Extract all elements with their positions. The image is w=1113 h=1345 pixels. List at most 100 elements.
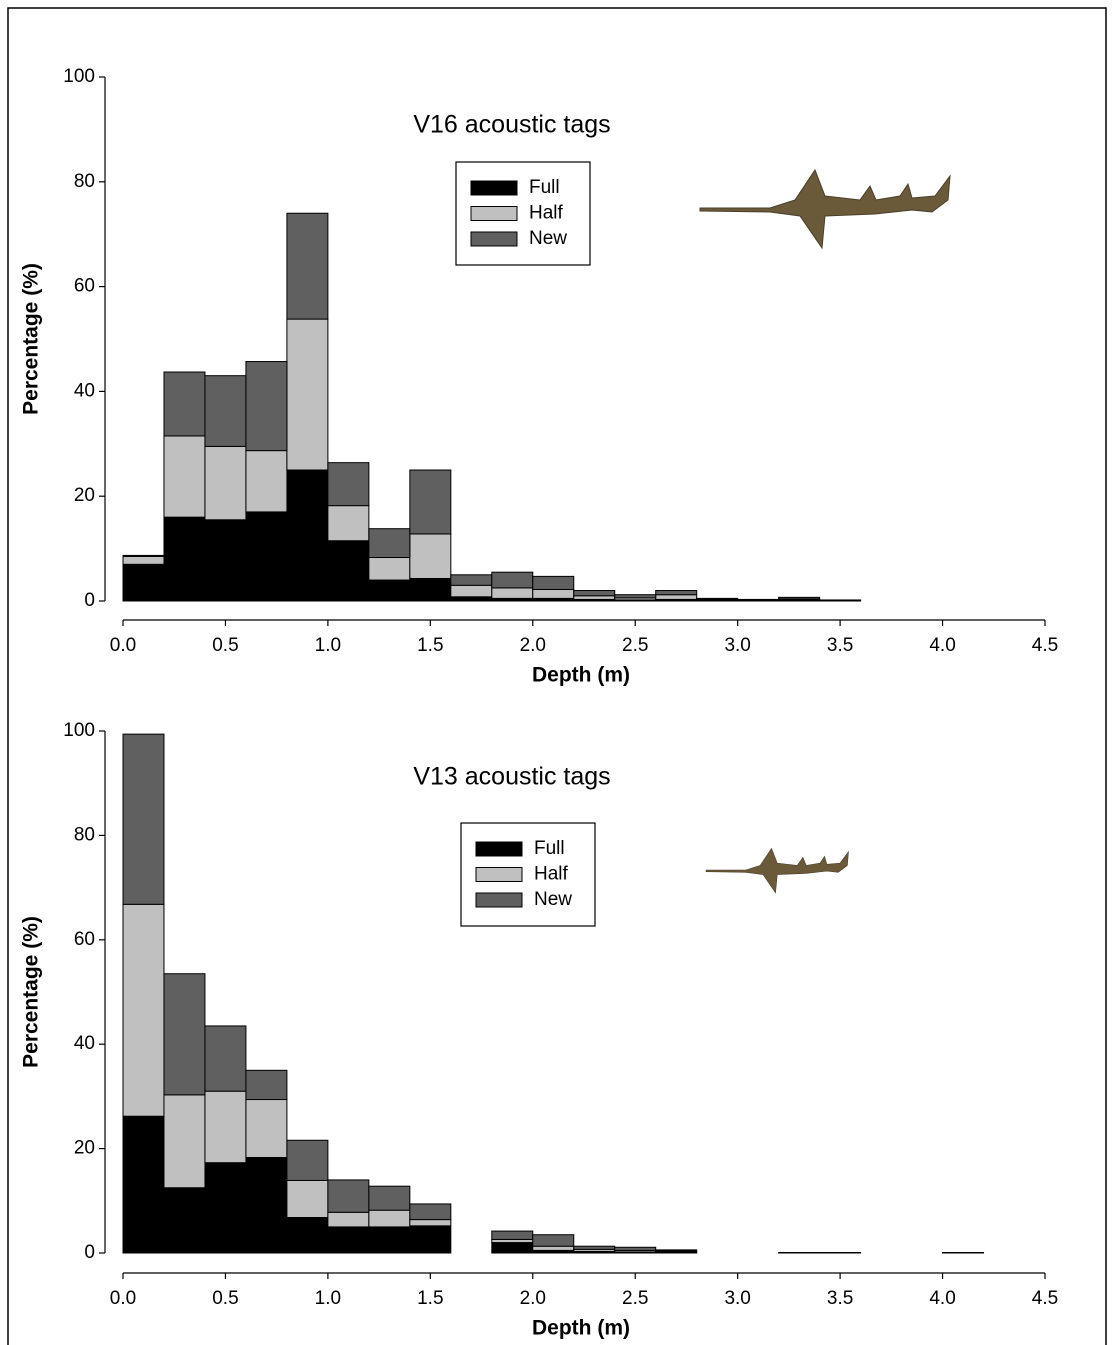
legend-swatch — [475, 892, 523, 908]
bar-segment — [122, 563, 165, 602]
x-tick-label: 2.5 — [622, 1288, 648, 1309]
y-tick-label: 100 — [63, 720, 95, 741]
x-tick-label: 0.0 — [110, 1288, 136, 1309]
bar-segment — [163, 435, 206, 518]
bar-segment — [286, 1179, 329, 1219]
bar-segment — [122, 555, 165, 565]
bar-segment — [327, 505, 370, 542]
bar-segment — [655, 1249, 698, 1252]
bar-segment — [532, 588, 575, 599]
bar-segment — [245, 1156, 288, 1254]
bar-segment — [409, 1203, 452, 1221]
bar-segment — [450, 584, 493, 598]
legend-swatch — [475, 867, 523, 882]
frame — [7, 7, 1107, 1345]
legend-label: New — [529, 228, 567, 249]
bar-segment — [204, 1090, 247, 1164]
legend-swatch — [470, 206, 518, 221]
bar-segment — [491, 587, 534, 599]
bar-segment — [163, 1187, 206, 1254]
chart-title: V16 acoustic tags — [413, 111, 610, 139]
bar-segment — [163, 516, 206, 602]
y-tick-label: 0 — [84, 590, 95, 611]
y-axis-label: Percentage (%) — [20, 916, 43, 1068]
bar-segment — [204, 1025, 247, 1092]
legend-label: Half — [534, 864, 569, 885]
x-tick-label: 3.0 — [724, 1288, 750, 1309]
bar-segment — [368, 1226, 411, 1254]
bar-segment — [327, 540, 370, 602]
x-tick-label: 4.5 — [1032, 635, 1058, 656]
bar-segment — [122, 1115, 165, 1254]
bar-segment — [532, 575, 575, 590]
x-tick-label: 1.5 — [417, 635, 443, 656]
bar-segment — [409, 1225, 452, 1254]
bar-segment — [696, 597, 739, 600]
bar-segment — [573, 595, 616, 600]
x-tick-label: 1.0 — [315, 635, 341, 656]
y-tick-label: 60 — [74, 929, 95, 950]
chart-title: V13 acoustic tags — [413, 763, 610, 791]
legend-label: Full — [529, 177, 560, 198]
y-axis-label: Percentage (%) — [20, 263, 43, 415]
x-tick-label: 0.5 — [212, 1288, 238, 1309]
bar-segment — [778, 1251, 821, 1254]
bar-segment — [491, 1230, 534, 1240]
bar-segment — [409, 469, 452, 535]
bar-segment — [286, 1217, 329, 1254]
x-tick-label: 0.5 — [212, 635, 238, 656]
y-tick-label: 80 — [74, 824, 95, 845]
bar-segment — [368, 528, 411, 559]
bar-segment — [327, 462, 370, 507]
x-axis-label: Depth (m) — [532, 664, 630, 687]
y-tick-label: 0 — [84, 1242, 95, 1263]
bar-segment — [245, 450, 288, 513]
y-tick-label: 40 — [74, 1033, 95, 1054]
bar-segment — [286, 469, 329, 602]
legend-swatch — [475, 841, 523, 857]
legend-swatch — [470, 180, 518, 196]
bar-segment — [286, 212, 329, 320]
bar-segment — [614, 594, 657, 599]
x-tick-label: 4.5 — [1032, 1288, 1058, 1309]
y-tick-label: 80 — [74, 171, 95, 192]
x-tick-label: 3.5 — [827, 1288, 853, 1309]
bar-segment — [368, 557, 411, 581]
bar-segment — [286, 318, 329, 471]
bar-segment — [614, 1246, 657, 1251]
bar-segment — [942, 1251, 985, 1254]
bar-segment — [163, 371, 206, 437]
x-tick-label: 4.0 — [929, 635, 955, 656]
bar-segment — [368, 1185, 411, 1211]
bar-segment — [819, 599, 862, 601]
bar-segment — [573, 590, 616, 597]
bar-segment — [122, 903, 165, 1117]
bar-segment — [204, 1162, 247, 1254]
bar-segment — [327, 1211, 370, 1228]
legend-label: Full — [534, 838, 565, 859]
y-tick-label: 20 — [74, 1138, 95, 1159]
bar-segment — [163, 973, 206, 1096]
bar-segment — [491, 571, 534, 589]
x-tick-label: 0.0 — [110, 635, 136, 656]
bar-segment — [532, 1234, 575, 1247]
x-tick-label: 2.0 — [520, 635, 546, 656]
x-axis-label: Depth (m) — [532, 1317, 630, 1340]
x-tick-label: 2.0 — [520, 1288, 546, 1309]
bar-segment — [655, 590, 698, 596]
bar-segment — [122, 554, 165, 557]
y-tick-label: 60 — [74, 276, 95, 297]
legend-label: Half — [529, 203, 564, 224]
bar-segment — [368, 1209, 411, 1228]
x-tick-label: 3.0 — [724, 635, 750, 656]
bar-segment — [819, 1251, 862, 1254]
legend-swatch — [470, 231, 518, 247]
x-tick-label: 1.0 — [315, 1288, 341, 1309]
bar-segment — [409, 577, 452, 602]
y-tick-label: 100 — [63, 66, 95, 87]
bar-segment — [327, 1226, 370, 1254]
bar-segment — [573, 1245, 616, 1250]
y-tick-label: 40 — [74, 380, 95, 401]
bar-segment — [122, 733, 165, 905]
